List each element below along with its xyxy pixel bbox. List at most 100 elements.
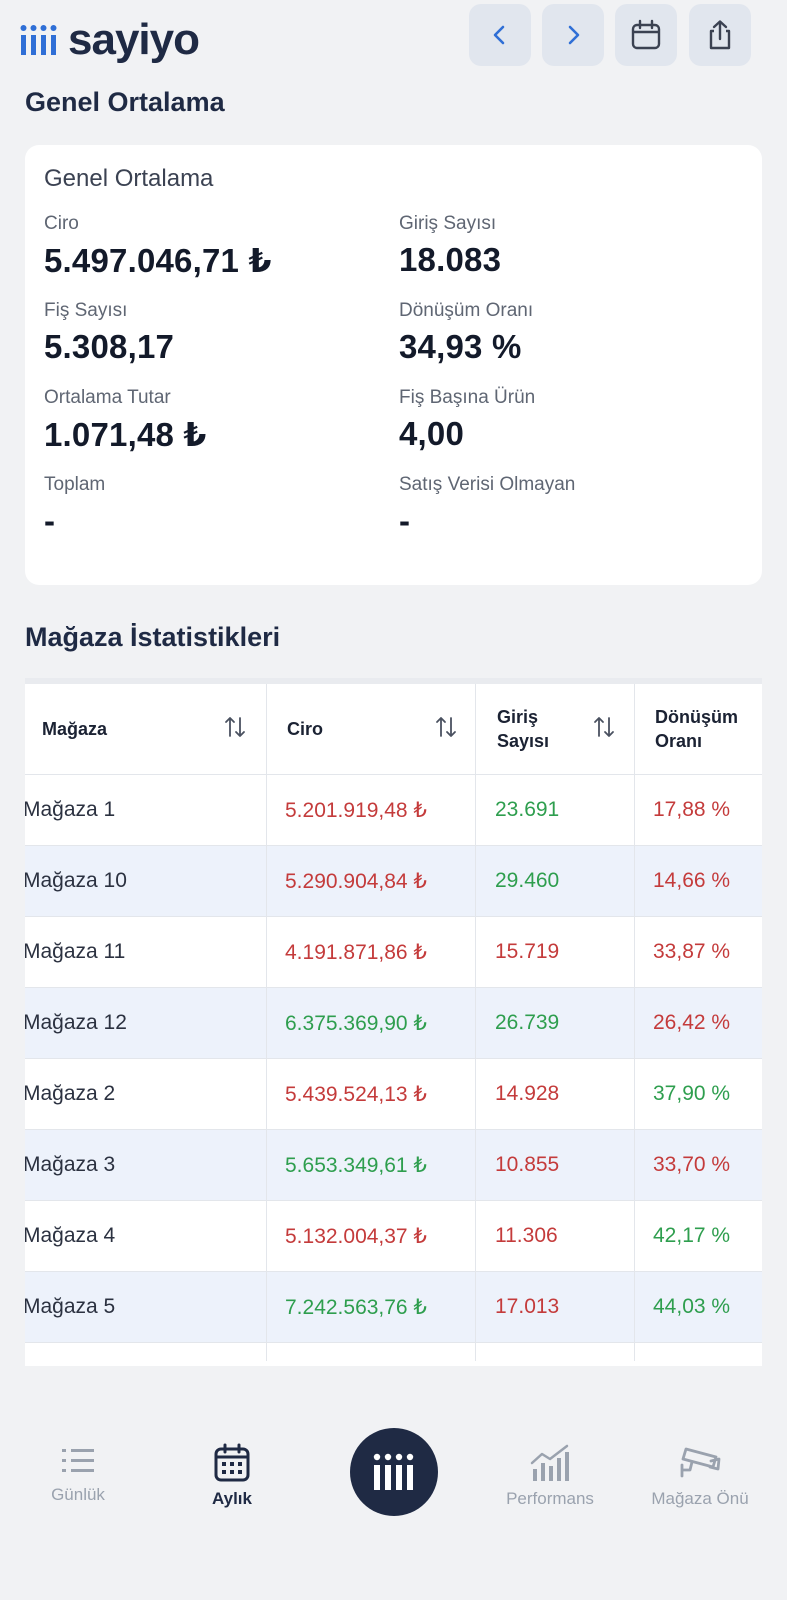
overview-section-title: Genel Ortalama bbox=[25, 87, 225, 117]
nav-magaza-onu[interactable]: Mağaza Önü bbox=[625, 1443, 775, 1509]
table-row[interactable]: Mağaza 11 4.191.871,86 ₺ 15.719 33,87 % bbox=[25, 916, 762, 987]
cell-magaza: Mağaza 2 bbox=[25, 1082, 116, 1105]
cell-magaza: Mağaza 1 bbox=[25, 798, 116, 821]
cell-giris-sayisi: 11.306 bbox=[495, 1224, 558, 1247]
column-divider bbox=[266, 846, 267, 916]
nav-aylik[interactable]: Aylık bbox=[162, 1443, 302, 1509]
column-divider bbox=[475, 1130, 476, 1200]
column-divider bbox=[634, 775, 635, 845]
cell-magaza: Mağaza 12 bbox=[25, 1011, 127, 1034]
stores-table: Mağaza Ciro Giriş Sayısı Dönüşüm Oranı bbox=[25, 678, 762, 1366]
cell-giris-sayisi: 15.719 bbox=[495, 940, 560, 963]
metric-value: 4,00 bbox=[399, 415, 465, 452]
column-divider bbox=[634, 1059, 635, 1129]
metric-label: Ortalama Tutar bbox=[44, 387, 171, 408]
column-divider bbox=[634, 988, 635, 1058]
cell-ciro: 5.290.904,84 ₺ bbox=[285, 869, 427, 893]
column-divider bbox=[266, 684, 267, 774]
column-divider bbox=[475, 775, 476, 845]
column-divider bbox=[475, 684, 476, 774]
calendar-button[interactable] bbox=[615, 4, 677, 66]
nav-performans[interactable]: Performans bbox=[480, 1443, 620, 1509]
column-divider bbox=[475, 846, 476, 916]
metric-label: Giriş Sayısı bbox=[399, 213, 497, 234]
metric-label: Toplam bbox=[44, 474, 106, 495]
metric-label: Satış Verisi Olmayan bbox=[399, 474, 576, 495]
table-row[interactable]: Mağaza 4 5.132.004,37 ₺ 11.306 42,17 % bbox=[25, 1200, 762, 1271]
top-bar: sayiyo bbox=[0, 0, 787, 78]
cell-magaza: Mağaza 3 bbox=[25, 1153, 116, 1176]
column-header-donusum-orani[interactable]: Dönüşüm Oranı bbox=[655, 684, 762, 774]
column-divider bbox=[475, 1272, 476, 1342]
metric-fis-basina-urun: Fiş Başına Ürün 4,00 bbox=[399, 387, 535, 453]
nav-gunluk[interactable]: Günlük bbox=[8, 1443, 148, 1505]
metric-toplam: Toplam - bbox=[44, 474, 105, 540]
overview-card: Genel Ortalama Ciro 5.497.046,71 ₺ Giriş… bbox=[25, 145, 762, 585]
metric-giris-sayisi: Giriş Sayısı 18.083 bbox=[399, 213, 501, 279]
nav-label: Günlük bbox=[51, 1485, 105, 1504]
cell-ciro: 4.191.871,86 ₺ bbox=[285, 940, 427, 964]
chevron-right-icon bbox=[568, 25, 580, 45]
cell-donusum-orani: 42,17 % bbox=[653, 1224, 731, 1247]
chevron-left-icon bbox=[493, 25, 505, 45]
column-divider bbox=[266, 1343, 267, 1361]
cell-ciro: 5.653.349,61 ₺ bbox=[285, 1153, 427, 1177]
metric-label: Ciro bbox=[44, 213, 79, 234]
metric-ortalama-tutar: Ortalama Tutar 1.071,48 ₺ bbox=[44, 387, 207, 454]
table-row[interactable]: Mağaza 5 7.242.563,76 ₺ 17.013 44,03 % bbox=[25, 1271, 762, 1342]
share-icon bbox=[709, 20, 731, 50]
metric-fis-sayisi: Fiş Sayısı 5.308,17 bbox=[44, 300, 174, 366]
column-header-label-line1: Giriş bbox=[497, 707, 539, 727]
column-header-giris-sayisi[interactable]: Giriş Sayısı bbox=[497, 684, 597, 774]
table-row[interactable]: Mağaza 2 5.439.524,13 ₺ 14.928 37,90 % bbox=[25, 1058, 762, 1129]
cell-donusum-orani: 14,66 % bbox=[653, 869, 731, 892]
share-button[interactable] bbox=[689, 4, 751, 66]
sort-icon[interactable] bbox=[223, 714, 247, 740]
nav-label: Performans bbox=[506, 1489, 594, 1508]
column-header-ciro[interactable]: Ciro bbox=[287, 684, 447, 774]
cell-giris-sayisi: 29.460 bbox=[495, 869, 560, 892]
sort-icon[interactable] bbox=[592, 714, 616, 740]
metric-value: 34,93 % bbox=[399, 328, 522, 365]
table-divider bbox=[25, 678, 762, 684]
cell-magaza: Mağaza 10 bbox=[25, 869, 127, 892]
brand-name: sayiyo bbox=[68, 15, 200, 64]
column-header-magaza[interactable]: Mağaza bbox=[42, 684, 242, 774]
column-divider bbox=[266, 1272, 267, 1342]
cell-donusum-orani: 17,88 % bbox=[653, 798, 731, 821]
cell-ciro: 7.242.563,76 ₺ bbox=[285, 1295, 427, 1319]
cell-donusum-orani: 33,87 % bbox=[653, 940, 731, 963]
cell-ciro: 5.201.919,48 ₺ bbox=[285, 798, 427, 822]
sort-icon[interactable] bbox=[434, 714, 458, 740]
metric-donusum-orani: Dönüşüm Oranı 34,93 % bbox=[399, 300, 533, 366]
column-divider bbox=[266, 988, 267, 1058]
previous-button[interactable] bbox=[469, 4, 531, 66]
home-center-button[interactable] bbox=[350, 1428, 438, 1516]
cell-donusum-orani: 26,42 % bbox=[653, 1011, 731, 1034]
column-divider bbox=[475, 917, 476, 987]
column-header-label-line2: Sayısı bbox=[497, 731, 550, 751]
column-divider bbox=[475, 1059, 476, 1129]
metric-label: Fiş Sayısı bbox=[44, 300, 128, 321]
table-row[interactable]: Mağaza 12 6.375.369,90 ₺ 26.739 26,42 % bbox=[25, 987, 762, 1058]
camera-icon bbox=[680, 1447, 721, 1478]
metric-value: 5.308,17 bbox=[44, 328, 175, 365]
cell-giris-sayisi: 17.013 bbox=[495, 1295, 560, 1318]
cell-giris-sayisi: 23.691 bbox=[495, 798, 560, 821]
nav-label: Aylık bbox=[211, 1489, 252, 1508]
cell-giris-sayisi: 10.855 bbox=[495, 1153, 560, 1176]
cell-donusum-orani: 37,90 % bbox=[653, 1082, 731, 1105]
logo-bars-icon bbox=[20, 25, 57, 55]
metric-value: 18.083 bbox=[399, 241, 502, 278]
list-icon bbox=[62, 1449, 94, 1472]
metric-satis-verisi-olmayan: Satış Verisi Olmayan - bbox=[399, 474, 575, 540]
table-row[interactable]: Mağaza 1 5.201.919,48 ₺ 23.691 17,88 % bbox=[25, 774, 762, 845]
table-row[interactable]: Mağaza 10 5.290.904,84 ₺ 29.460 14,66 % bbox=[25, 845, 762, 916]
metric-label: Fiş Başına Ürün bbox=[399, 387, 536, 408]
column-divider bbox=[634, 684, 635, 774]
next-button[interactable] bbox=[542, 4, 604, 66]
column-divider bbox=[475, 1201, 476, 1271]
stores-section-title: Mağaza İstatistikleri bbox=[25, 622, 281, 652]
cell-giris-sayisi: 26.739 bbox=[495, 1011, 560, 1034]
table-row[interactable]: Mağaza 3 5.653.349,61 ₺ 10.855 33,70 % bbox=[25, 1129, 762, 1200]
